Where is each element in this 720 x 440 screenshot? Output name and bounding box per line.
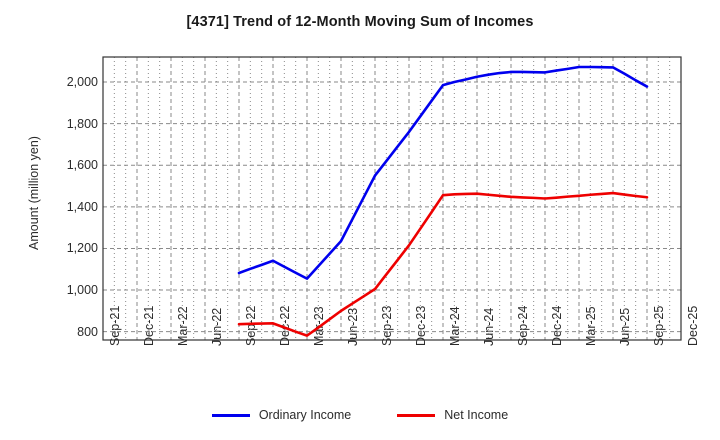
legend-swatch-icon bbox=[397, 413, 436, 417]
legend-label: Ordinary Income bbox=[258, 408, 352, 422]
legend-item[interactable]: Net Income bbox=[397, 408, 508, 422]
y-tick-label: 2,000 bbox=[66, 74, 98, 89]
legend-label: Net Income bbox=[444, 408, 509, 422]
y-tick-label: 1,800 bbox=[66, 116, 98, 131]
chart-legend: Ordinary Income Net Income bbox=[0, 408, 720, 422]
legend-item[interactable]: Ordinary Income bbox=[211, 408, 352, 422]
y-tick-label: 1,600 bbox=[66, 158, 98, 173]
plot-frame bbox=[102, 56, 682, 341]
y-tick-label: 1,400 bbox=[66, 199, 98, 214]
y-tick-label: 1,000 bbox=[66, 283, 98, 298]
series-line-net-income bbox=[237, 191, 649, 337]
y-axis-ticks: 800 1,000 1,200 1,400 1,600 1,800 2,000 bbox=[40, 0, 98, 440]
chart-title: [4371] Trend of 12-Month Moving Sum of I… bbox=[186, 14, 534, 30]
y-tick-label: 800 bbox=[77, 324, 98, 339]
series-line-ordinary-income bbox=[237, 65, 649, 280]
legend-swatch-icon bbox=[211, 413, 250, 417]
y-tick-label: 1,200 bbox=[66, 241, 98, 256]
